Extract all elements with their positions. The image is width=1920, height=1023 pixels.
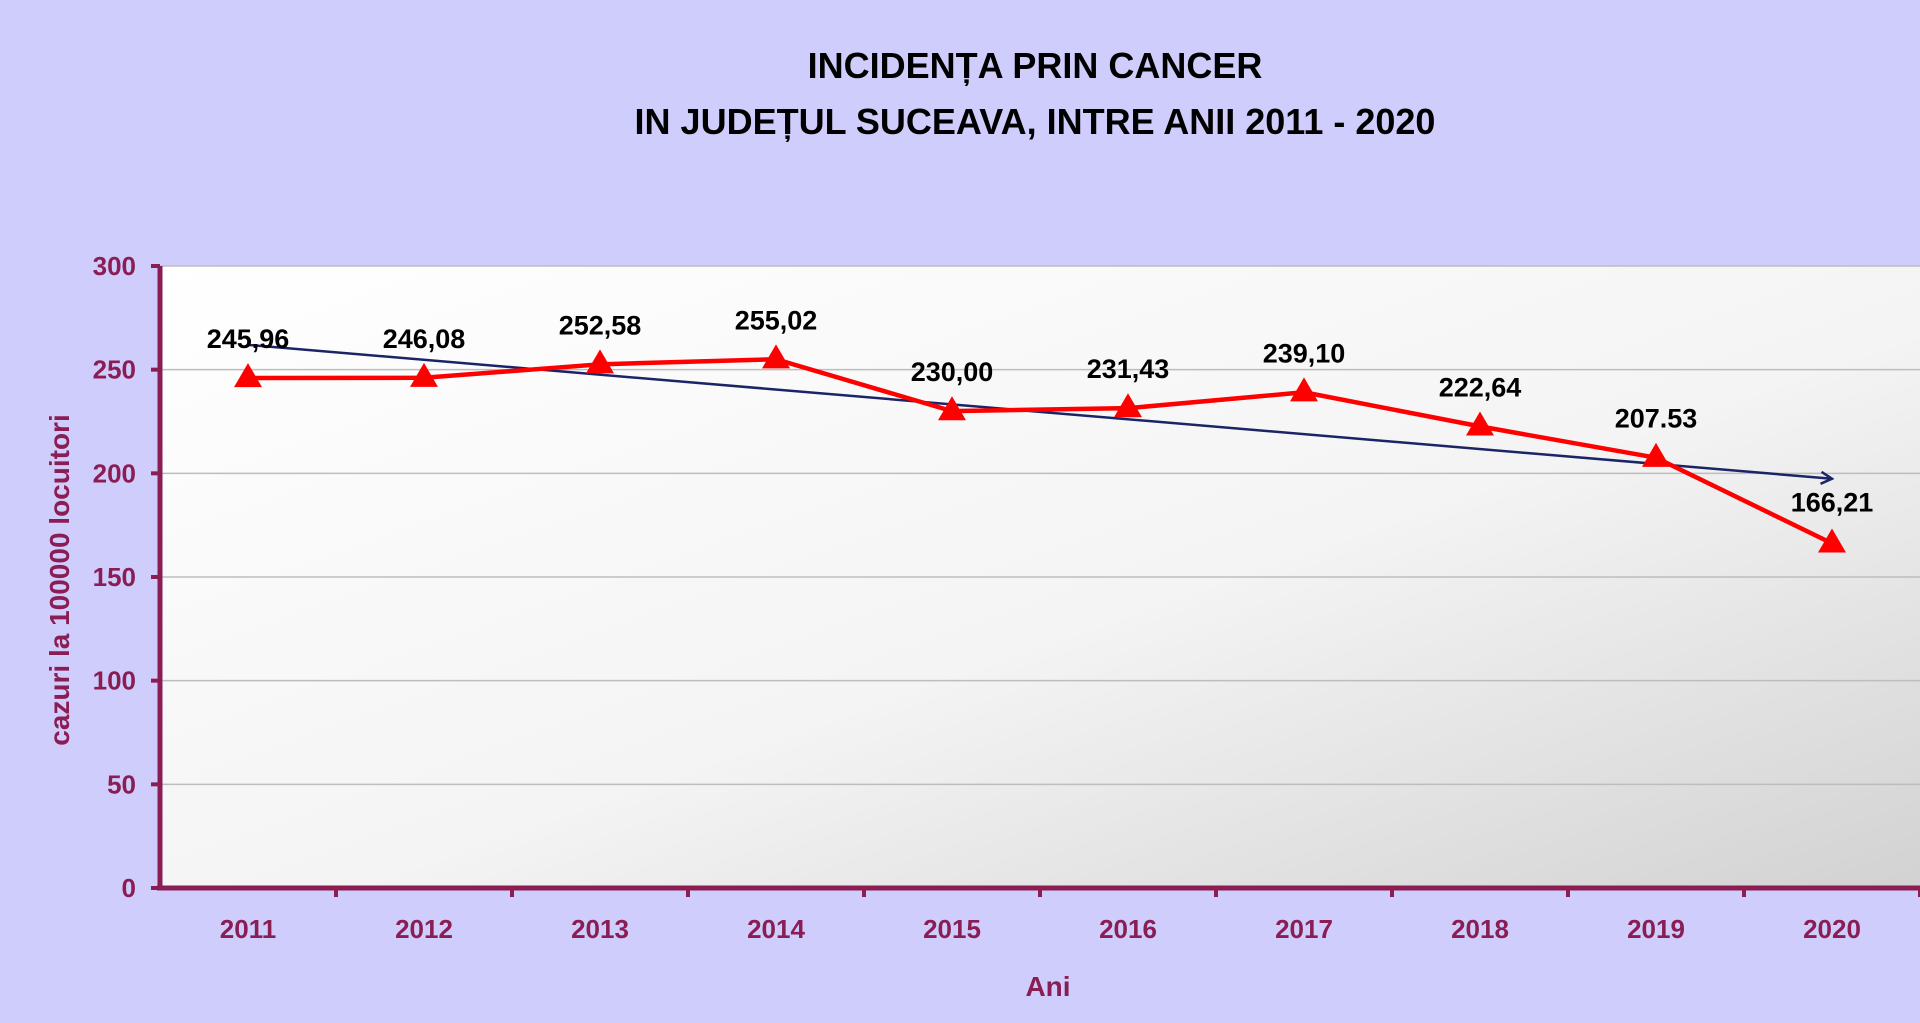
data-label: 255,02 xyxy=(735,305,818,335)
data-point-marker xyxy=(762,344,790,369)
data-point-marker xyxy=(410,362,438,387)
data-point-marker xyxy=(1466,411,1494,436)
x-tick-marks xyxy=(334,888,1920,897)
data-point-marker xyxy=(586,349,614,374)
data-point-marker xyxy=(938,396,966,421)
data-label: 239,10 xyxy=(1263,338,1346,368)
series-markers xyxy=(234,344,1846,553)
data-label: 207.53 xyxy=(1615,404,1698,434)
data-point-marker xyxy=(1642,442,1670,467)
series-line xyxy=(247,357,1833,546)
x-tick-label: 2015 xyxy=(923,914,981,944)
data-labels: 245,96 246,08 252,58 255,02 230,00 231,43 239,… xyxy=(207,305,1874,517)
data-label: 245,96 xyxy=(207,324,290,354)
data-label: 252,58 xyxy=(559,310,642,340)
data-label: 230,00 xyxy=(911,357,994,387)
data-point-marker xyxy=(1818,528,1846,553)
y-axis-label: cazuri la 100000 locuitori xyxy=(44,414,75,746)
x-tick-label: 2012 xyxy=(395,914,453,944)
data-point-marker xyxy=(1290,377,1318,402)
x-tick-label: 2016 xyxy=(1099,914,1157,944)
x-tick-label: 2017 xyxy=(1275,914,1333,944)
y-tick-label: 200 xyxy=(93,458,136,488)
data-point-marker xyxy=(234,363,262,388)
data-label: 222,64 xyxy=(1439,372,1522,402)
x-tick-label: 2019 xyxy=(1627,914,1685,944)
x-tick-label: 2013 xyxy=(571,914,629,944)
data-label: 166,21 xyxy=(1791,487,1874,517)
y-tick-label: 0 xyxy=(122,873,136,903)
y-tick-label: 100 xyxy=(93,666,136,696)
chart-title-line-2: IN JUDEȚUL SUCEAVA, INTRE ANII 2011 - 20… xyxy=(635,101,1436,142)
x-tick-label: 2014 xyxy=(747,914,805,944)
gridlines xyxy=(160,265,1920,786)
x-tick-label: 2018 xyxy=(1451,914,1509,944)
x-axis-label: Ani xyxy=(1025,971,1070,1002)
x-tick-labels: 2011 2012 2013 2014 2015 2016 2017 2018 2019 2020 xyxy=(220,914,1861,944)
y-tick-label: 50 xyxy=(107,769,136,799)
data-label: 231,43 xyxy=(1087,354,1170,384)
y-tick-labels: 0 50 100 150 200 250 300 xyxy=(93,251,136,903)
x-tick-label: 2020 xyxy=(1803,914,1861,944)
chart-title-line-1: INCIDENȚA PRIN CANCER xyxy=(808,45,1263,86)
y-tick-label: 250 xyxy=(93,355,136,385)
y-tick-marks xyxy=(151,264,160,890)
data-label: 246,08 xyxy=(383,324,466,354)
y-tick-label: 300 xyxy=(93,251,136,281)
y-tick-label: 150 xyxy=(93,562,136,592)
data-point-marker xyxy=(1114,393,1142,418)
x-tick-label: 2011 xyxy=(220,914,276,944)
